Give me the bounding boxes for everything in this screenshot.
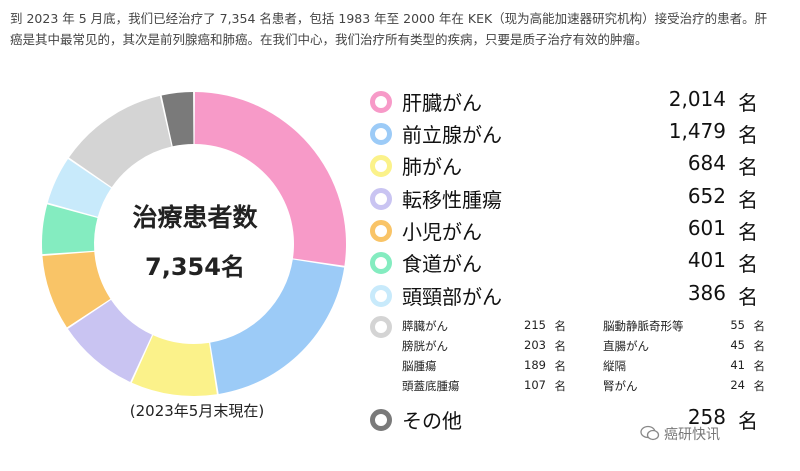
- legend-minor-count: 189: [524, 358, 546, 372]
- legend-minor-unit: 名: [554, 359, 567, 373]
- legend-item-metastatic: 転移性腫瘍 652 名: [370, 184, 770, 214]
- legend-label: その他: [402, 409, 462, 433]
- legend-unit: 名: [738, 252, 758, 276]
- legend-item-liver: 肝臓がん 2,014 名: [370, 87, 770, 117]
- legend-minor-item-left: 膵臓がん 215 名: [402, 318, 574, 336]
- legend-minor-item-right: 縦隔 41 名: [603, 358, 773, 376]
- legend-item-lung: 肺がん 684 名: [370, 151, 770, 181]
- legend-minor-item-left: 脳腫瘍 189 名: [402, 358, 574, 376]
- legend-label: 頭頸部がん: [402, 285, 502, 309]
- legend-minor-label: 縦隔: [603, 359, 626, 373]
- legend-minor-unit: 名: [554, 319, 567, 333]
- legend-minor-count: 215: [524, 318, 546, 332]
- legend-item-other: その他 258 名: [370, 405, 770, 435]
- legend-marker: [370, 409, 392, 431]
- legend-minor-label: 脳腫瘍: [402, 359, 437, 373]
- legend-count: 258: [687, 405, 726, 429]
- legend-minor-item-right: 腎がん 24 名: [603, 378, 773, 396]
- slice-metastatic: [67, 299, 153, 382]
- legend-minor-label: 腎がん: [603, 379, 638, 393]
- legend-label: 肺がん: [402, 155, 462, 179]
- slice-esophagus: [42, 204, 98, 255]
- legend-minor-label: 頭蓋底腫瘍: [402, 379, 460, 393]
- legend-item-prostate: 前立腺がん 1,479 名: [370, 119, 770, 149]
- slice-minor-group: [69, 95, 172, 188]
- legend-unit: 名: [738, 123, 758, 147]
- legend-marker: [370, 188, 392, 210]
- slice-prostate: [210, 259, 345, 394]
- wechat-icon: [640, 425, 660, 441]
- legend-minor-count: 45: [730, 338, 745, 352]
- legend-minor-count: 107: [524, 378, 546, 392]
- legend-item-pediatric: 小児がん 601 名: [370, 216, 770, 246]
- legend-minor-label: 膵臓がん: [402, 319, 448, 333]
- legend-minor-marker: [370, 316, 392, 338]
- legend-minor-unit: 名: [753, 339, 766, 353]
- chart-center-title: 治療患者数: [132, 203, 258, 232]
- slice-liver: [194, 92, 346, 266]
- slice-other: [161, 92, 194, 147]
- legend-marker: [370, 285, 392, 307]
- legend-label: 前立腺がん: [402, 123, 502, 147]
- legend-item-head-neck: 頭頸部がん 386 名: [370, 281, 770, 311]
- legend-count: 684: [687, 151, 726, 175]
- intro-line-2: 癌是其中最常见的，其次是前列腺癌和肺癌。在我们中心，我们治疗所有类型的疾病，只要…: [10, 32, 648, 47]
- legend-count: 652: [687, 184, 726, 208]
- legend-minor-label: 脳動静脈奇形等: [603, 319, 684, 333]
- legend-unit: 名: [738, 155, 758, 179]
- legend-item-esophagus: 食道がん 401 名: [370, 248, 770, 278]
- legend-minor-item-left: 頭蓋底腫瘍 107 名: [402, 378, 574, 396]
- legend-unit: 名: [738, 220, 758, 244]
- slice-lung: [131, 335, 217, 396]
- legend-label: 小児がん: [402, 220, 482, 244]
- legend-minor-label: 膀胱がん: [402, 339, 448, 353]
- legend-count: 386: [687, 281, 726, 305]
- as-of-date: (2023年5月末現在): [129, 402, 265, 420]
- legend-minor-item-right: 直腸がん 45 名: [603, 338, 773, 356]
- legend-label: 食道がん: [402, 252, 482, 276]
- legend-minor-unit: 名: [554, 339, 567, 353]
- legend-minor-unit: 名: [753, 379, 766, 393]
- legend-minor-count: 41: [730, 358, 745, 372]
- legend-unit: 名: [738, 409, 758, 433]
- intro-line-1: 到 2023 年 5 月底，我们已经治疗了 7,354 名患者，包括 1983 …: [10, 11, 768, 26]
- legend-label: 転移性腫瘍: [402, 188, 502, 212]
- legend-count: 1,479: [668, 119, 726, 143]
- legend-marker: [370, 155, 392, 177]
- chart-center-total: 7,354名: [145, 253, 245, 281]
- legend-minor-unit: 名: [554, 379, 567, 393]
- legend-minor-unit: 名: [753, 319, 766, 333]
- slice-head-neck: [47, 159, 112, 217]
- legend-minor-count: 55: [730, 318, 745, 332]
- legend-count: 401: [687, 248, 726, 272]
- legend-minor-count: 24: [730, 378, 745, 392]
- legend-count: 601: [687, 216, 726, 240]
- legend-count: 2,014: [668, 87, 726, 111]
- legend-minor-unit: 名: [753, 359, 766, 373]
- legend-unit: 名: [738, 188, 758, 212]
- legend-minor-item-left: 膀胱がん 203 名: [402, 338, 574, 356]
- legend-marker: [370, 220, 392, 242]
- legend-unit: 名: [738, 285, 758, 309]
- legend-marker: [370, 123, 392, 145]
- legend-minor-count: 203: [524, 338, 546, 352]
- legend-minor-item-right: 脳動静脈奇形等 55 名: [603, 318, 773, 336]
- legend-marker: [370, 91, 392, 113]
- intro-text: 到 2023 年 5 月底，我们已经治疗了 7,354 名患者，包括 1983 …: [10, 8, 790, 50]
- legend-label: 肝臓がん: [402, 91, 482, 115]
- legend-marker: [370, 252, 392, 274]
- legend-minor-label: 直腸がん: [603, 339, 649, 353]
- watermark-text: 癌研快讯: [664, 427, 720, 443]
- legend-unit: 名: [738, 91, 758, 115]
- slice-pediatric: [42, 251, 111, 328]
